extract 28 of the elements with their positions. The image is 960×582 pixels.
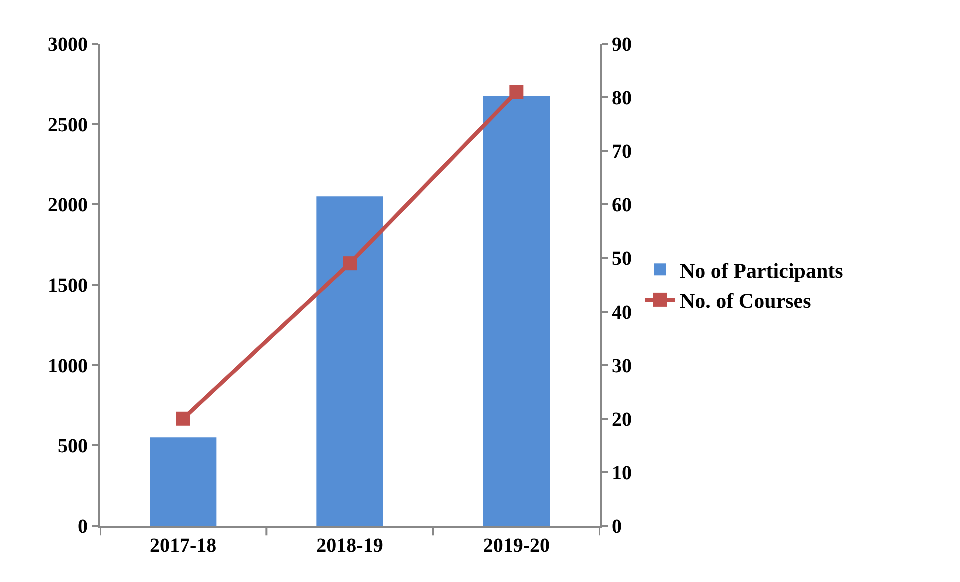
y2-tick-label: 50 bbox=[612, 248, 632, 270]
x-tick-label: 2017-18 bbox=[150, 535, 217, 557]
y2-tick-label: 20 bbox=[612, 408, 632, 431]
bar bbox=[316, 196, 384, 526]
bar bbox=[483, 96, 550, 526]
y-tick-label: 1000 bbox=[48, 355, 88, 378]
y2-tick-label: 40 bbox=[612, 302, 632, 324]
bar bbox=[150, 438, 217, 526]
y2-tick-label: 60 bbox=[612, 194, 632, 217]
y-tick-label: 3000 bbox=[48, 34, 88, 56]
y-tick-label: 2500 bbox=[48, 114, 88, 136]
y2-tick-label: 90 bbox=[612, 34, 632, 56]
y2-tick-label: 10 bbox=[612, 462, 632, 484]
x-tick-label: 2019-20 bbox=[483, 535, 550, 557]
point bbox=[176, 412, 190, 426]
y-tick-label: 0 bbox=[78, 516, 88, 538]
point bbox=[343, 256, 357, 271]
x-tick-label: 2018-19 bbox=[316, 535, 384, 557]
legend-label: No. of Courses bbox=[680, 289, 812, 314]
y2-tick-label: 30 bbox=[612, 355, 632, 378]
y-tick-label: 500 bbox=[58, 436, 88, 458]
legend-label: No of Participants bbox=[680, 258, 844, 283]
y2-tick-label: 80 bbox=[612, 88, 632, 110]
y2-tick-label: 70 bbox=[612, 141, 632, 164]
y-tick-label: 2000 bbox=[48, 194, 88, 217]
y2-tick-label: 0 bbox=[612, 516, 622, 538]
y-tick-label: 1500 bbox=[48, 275, 88, 297]
point bbox=[510, 85, 524, 100]
